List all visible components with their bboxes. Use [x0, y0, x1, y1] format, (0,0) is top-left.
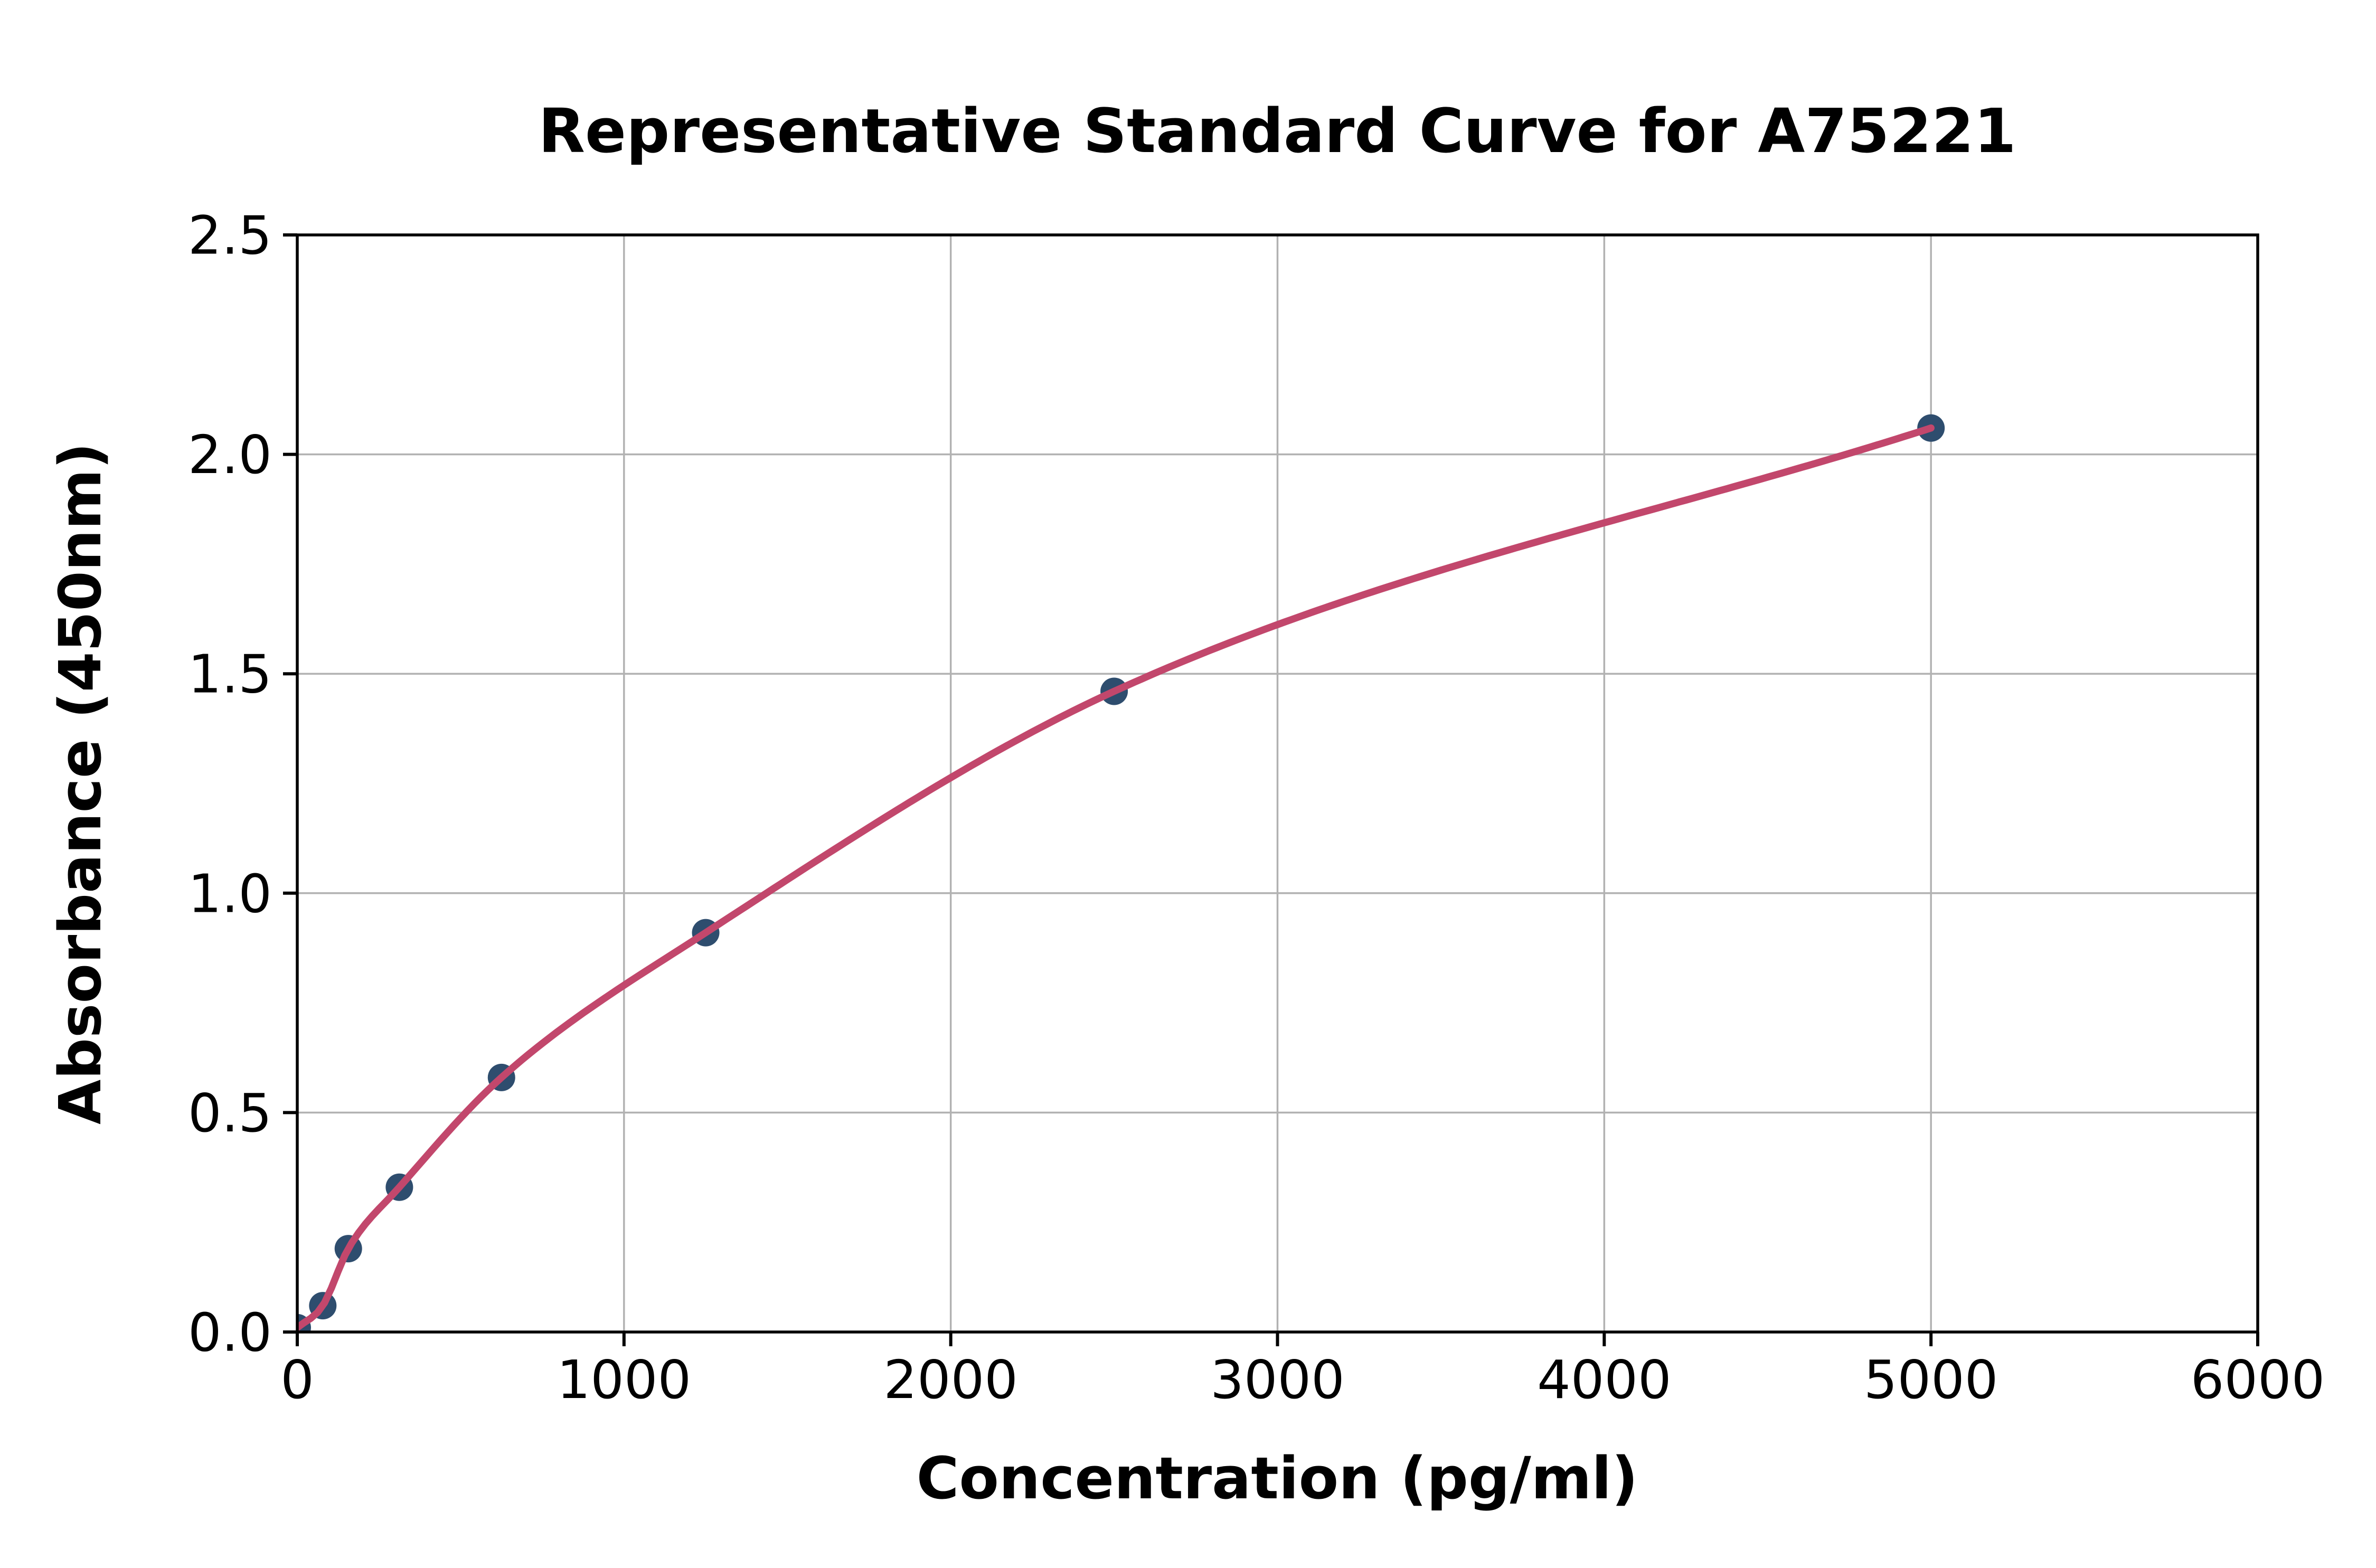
tick-label-layer: 0 1000 2000 3000 4000 5000 6000 0.0 0.5 1.0 1.5 2.0… [188, 205, 2325, 1411]
y-tick-label: 0.5 [188, 1082, 272, 1144]
tick-layer [283, 233, 2259, 1346]
x-tick-label: 6000 [2191, 1349, 2325, 1411]
x-tick-label: 3000 [1210, 1349, 1345, 1411]
grid-layer [296, 234, 2259, 1333]
x-tick-label: 4000 [1537, 1349, 1672, 1411]
y-tick-label: 1.5 [188, 644, 272, 705]
y-tick-label: 1.0 [188, 863, 272, 924]
y-axis-label: Absorbance (450nm) [46, 442, 114, 1125]
x-tick-label: 2000 [883, 1349, 1018, 1411]
y-tick-label: 0.0 [188, 1302, 272, 1364]
data-layer [297, 414, 1945, 1332]
x-tick-label: 0 [280, 1349, 314, 1411]
x-tick-label: 1000 [557, 1349, 692, 1411]
x-tick-label: 5000 [1864, 1349, 1998, 1411]
y-tick-label: 2.5 [188, 205, 272, 267]
chart-title: Representative Standard Curve for A75221 [539, 96, 2016, 167]
fit-curve-line [297, 424, 1935, 1331]
x-axis-label: Concentration (pg/ml) [917, 1444, 1638, 1512]
y-tick-label: 2.0 [188, 424, 272, 486]
